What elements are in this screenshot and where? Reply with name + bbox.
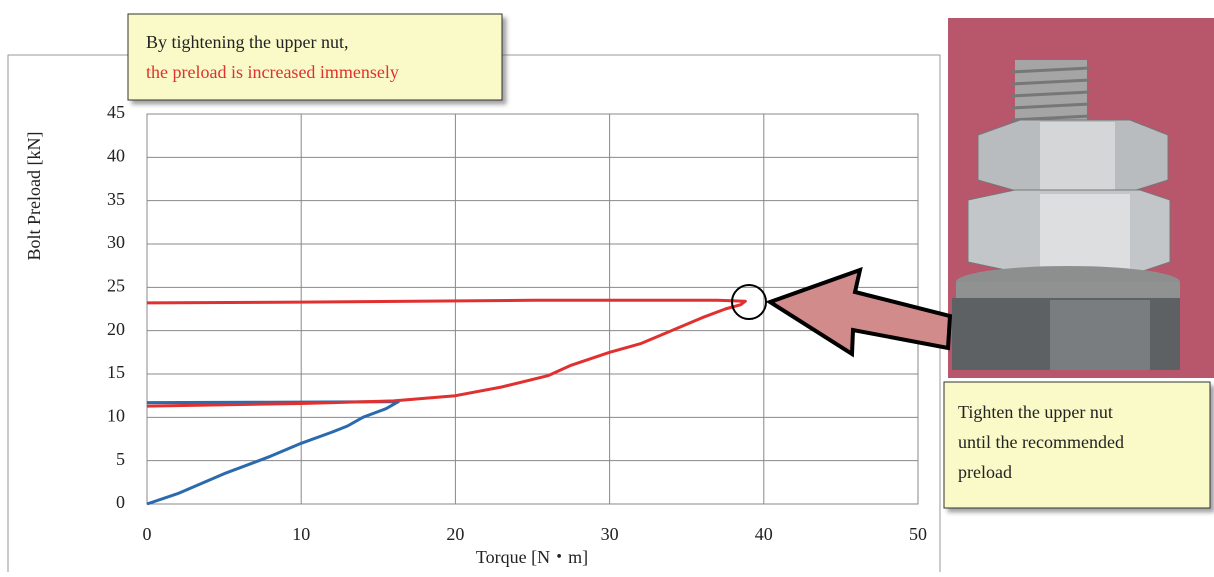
x-tick-label: 40 <box>755 524 773 544</box>
x-tick-label: 20 <box>446 524 464 544</box>
y-tick-label: 45 <box>107 102 125 122</box>
y-tick-label: 0 <box>116 492 125 512</box>
y-tick-label: 5 <box>116 449 125 469</box>
note-text: the preload is increased immensely <box>146 62 399 82</box>
x-axis-label: Torque [N・m] <box>476 547 588 567</box>
note-text: preload <box>958 462 1012 482</box>
y-tick-label: 15 <box>107 362 125 382</box>
y-tick-label: 30 <box>107 232 125 252</box>
chart: 0 5 10 15 20 25 30 35 40 45 0 10 20 30 40 50 By tighten… <box>0 0 1214 572</box>
x-tick-label: 50 <box>909 524 927 544</box>
bolt-photo <box>948 18 1214 378</box>
x-tick-label: 10 <box>292 524 310 544</box>
y-tick-label: 25 <box>107 275 125 295</box>
note-text: until the recommended <box>958 432 1124 452</box>
x-tick-label: 0 <box>143 524 152 544</box>
y-axis-label: Bolt Preload [kN] <box>24 132 44 261</box>
y-tick-label: 20 <box>107 319 125 339</box>
x-tick-label: 30 <box>601 524 619 544</box>
y-tick-label: 35 <box>107 189 125 209</box>
note-text: By tightening the upper nut, <box>146 32 348 52</box>
y-tick-label: 10 <box>107 405 125 425</box>
note-box <box>128 14 502 100</box>
note-text: Tighten the upper nut <box>958 402 1113 422</box>
y-tick-label: 40 <box>107 145 125 165</box>
